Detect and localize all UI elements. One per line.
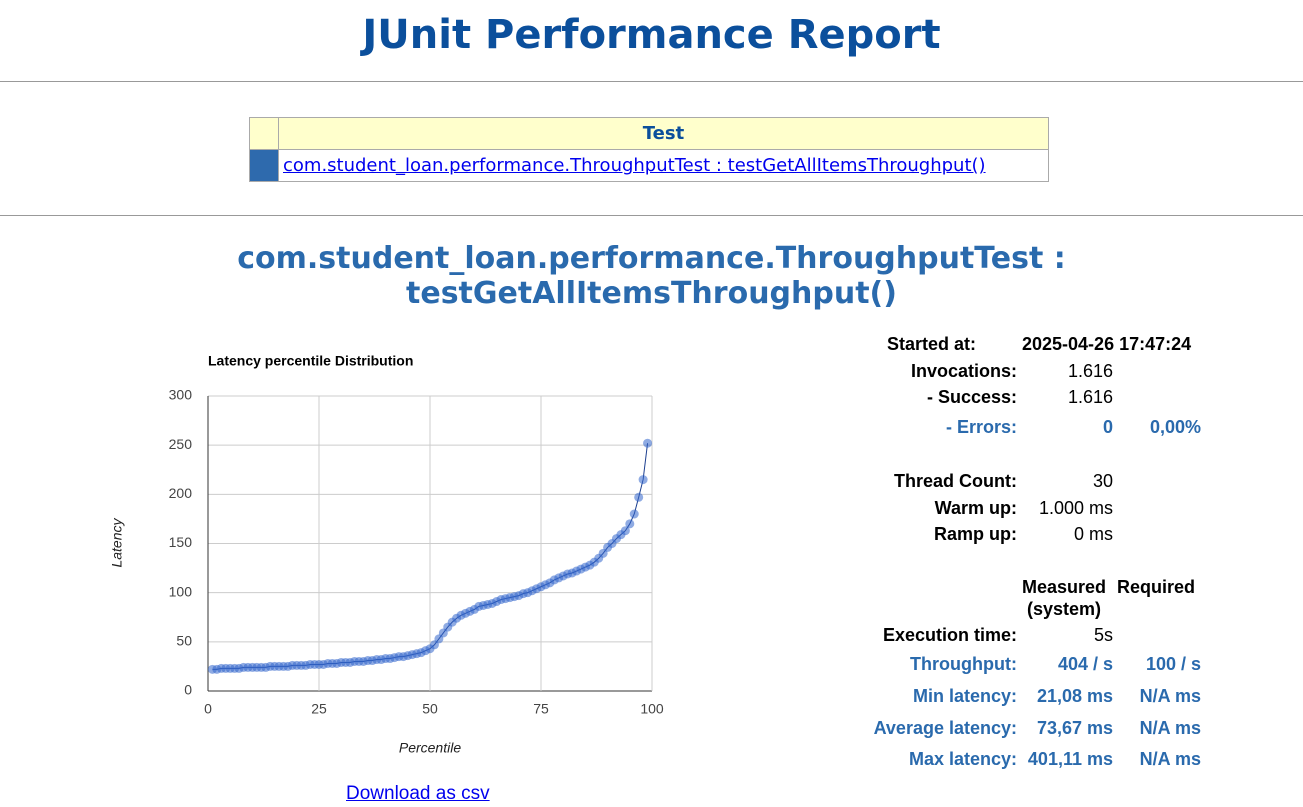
y-tick-label: 150 — [169, 534, 193, 550]
stat-label: Warm up: — [934, 498, 1017, 518]
stat-label: Average latency: — [873, 718, 1017, 738]
stat-value: 1.000 ms — [1038, 498, 1113, 518]
y-tick-label: 0 — [184, 682, 192, 698]
stat-value: 0,00% — [1149, 417, 1201, 437]
stat-value: 5s — [1093, 625, 1113, 645]
download-link[interactable]: Download as csv — [346, 783, 490, 804]
stat-value: 0 — [1102, 417, 1113, 437]
stat-value: 21,08 ms — [1036, 686, 1113, 706]
stat-value: N/A ms — [1139, 686, 1201, 706]
stat-label: Ramp up: — [934, 524, 1017, 544]
y-tick-label: 300 — [169, 387, 193, 403]
stat-value: 100 / s — [1145, 654, 1201, 674]
data-point — [625, 519, 635, 529]
divider — [0, 215, 1303, 216]
x-tick-label: 50 — [422, 701, 438, 717]
stat-label: - Success: — [926, 387, 1017, 407]
stat-value: 0 ms — [1073, 524, 1113, 544]
stat-label: Thread Count: — [894, 471, 1017, 491]
data-point — [629, 509, 639, 519]
stat-value: 401,11 ms — [1027, 749, 1113, 769]
x-tick-label: 0 — [204, 701, 212, 717]
y-tick-label: 250 — [169, 436, 193, 452]
test-table: Test com.student_loan.performance.Throug… — [249, 117, 1049, 182]
x-axis-label: Percentile — [399, 740, 461, 756]
y-tick-label: 100 — [169, 583, 193, 599]
stat-label: Invocations: — [910, 361, 1017, 381]
stat-label: Min latency: — [912, 686, 1017, 706]
data-point — [634, 492, 644, 502]
blank-header — [249, 117, 279, 150]
stat-label: - Errors: — [945, 417, 1017, 437]
required-header: Required — [1117, 577, 1196, 597]
measured-header: Measured — [1022, 577, 1107, 597]
y-tick-label: 200 — [169, 485, 193, 501]
x-tick-label: 75 — [533, 701, 549, 717]
stat-value: N/A ms — [1139, 749, 1201, 769]
data-point — [643, 438, 653, 448]
stat-value: N/A ms — [1139, 718, 1201, 738]
chart: Latency percentile Distribution Percenti… — [109, 353, 664, 756]
x-tick-label: 25 — [311, 701, 327, 717]
chart-title: Latency percentile Distribution — [208, 353, 413, 369]
stat-label: Started at: — [886, 334, 976, 354]
stat-value: 1.616 — [1067, 387, 1113, 407]
section-title: com.student_loan.performance.ThroughputT… — [237, 241, 1066, 311]
color-cell — [249, 149, 279, 182]
stat-value: 30 — [1092, 471, 1113, 491]
data-point — [620, 526, 630, 536]
x-tick-label: 100 — [640, 701, 664, 717]
page-title: JUnit Performance Report — [362, 12, 941, 58]
stat-value: 1.616 — [1067, 361, 1113, 381]
stat-label: Throughput: — [910, 654, 1017, 674]
stat-label: Max latency: — [908, 749, 1017, 769]
system-header: (system) — [1027, 599, 1102, 619]
stat-value: 404 / s — [1057, 654, 1113, 674]
y-axis-label: Latency — [109, 517, 125, 567]
stat-value: 73,67 ms — [1036, 718, 1113, 738]
data-point — [638, 475, 648, 485]
divider — [0, 81, 1303, 82]
stat-label: Execution time: — [882, 625, 1017, 645]
stat-value: 2025-04-26 17:47:24 — [1022, 334, 1192, 354]
table-header: Test — [278, 117, 1049, 150]
test-link[interactable]: com.student_loan.performance.ThroughputT… — [283, 155, 986, 176]
y-tick-label: 50 — [176, 633, 192, 649]
